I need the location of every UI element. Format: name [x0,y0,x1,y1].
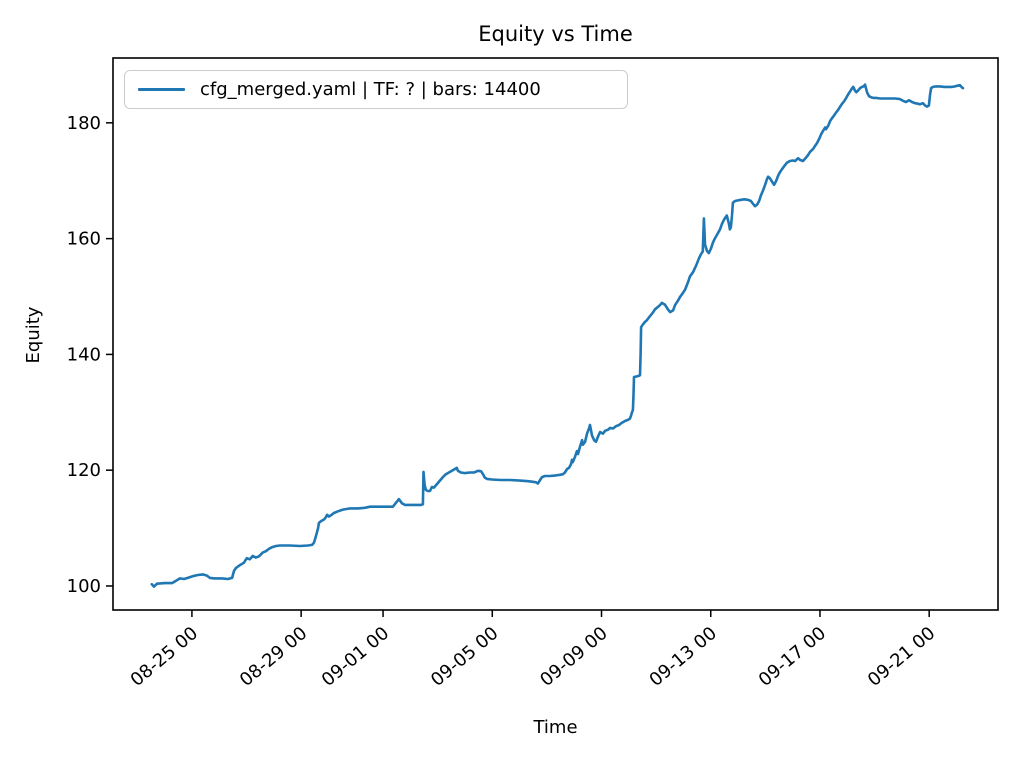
x-tick-label: 09-09 00 [536,623,612,691]
x-tick-label: 09-21 00 [864,623,940,691]
axes-spines [112,57,999,611]
x-tick-label: 08-25 00 [127,623,203,691]
legend-line-sample-icon [138,88,185,91]
x-tick-label: 09-05 00 [427,623,503,691]
y-tick-label: 100 [67,576,101,597]
legend-label: cfg_merged.yaml | TF: ? | bars: 14400 [200,79,541,100]
y-axis-label: Equity [23,306,44,364]
y-tick-label: 180 [67,113,101,134]
x-tick-label: 09-13 00 [645,623,721,691]
y-tick-label: 140 [67,344,101,365]
equity-line [150,83,965,588]
y-tick-label: 120 [67,460,101,481]
x-axis-label: Time [533,717,578,738]
x-tick-label: 09-01 00 [318,623,394,691]
chart-title: Equity vs Time [478,22,633,46]
legend: cfg_merged.yaml | TF: ? | bars: 14400 [124,70,628,109]
y-tick-label: 160 [67,229,101,250]
x-tick-label: 08-29 00 [236,623,312,691]
x-tick-label: 09-17 00 [755,623,831,691]
